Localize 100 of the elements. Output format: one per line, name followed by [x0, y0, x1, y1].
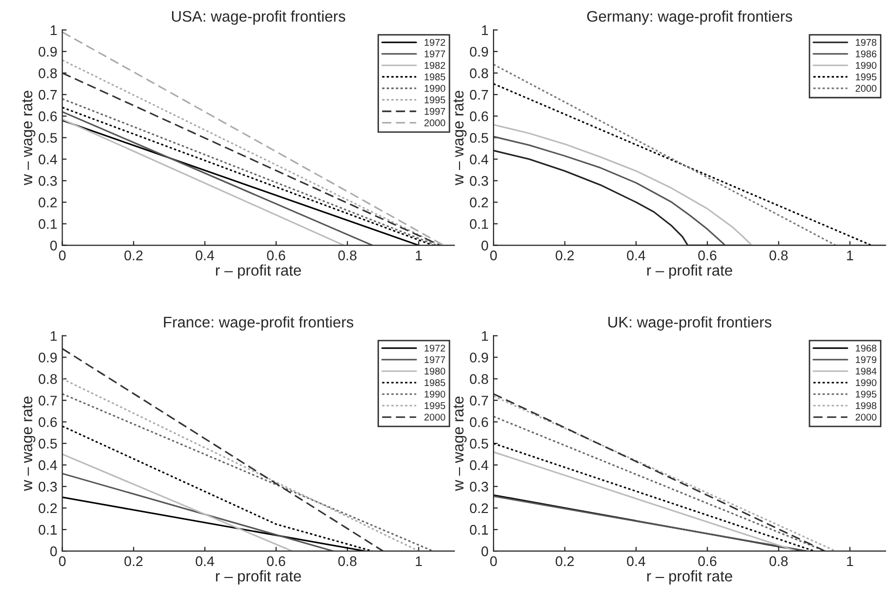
x-tick-label: 0.8 — [770, 556, 788, 566]
x-tick-label: 0.6 — [698, 250, 716, 260]
x-tick-label: 0.6 — [267, 250, 286, 260]
x-tick-label: 0 — [58, 556, 66, 566]
legend-label: 1990 — [424, 84, 446, 92]
y-tick-label: 0.8 — [38, 374, 57, 384]
x-tick-label: 0 — [490, 250, 497, 260]
y-tick-label: 0.2 — [470, 198, 488, 208]
y-tick-label: 0.3 — [38, 176, 57, 186]
y-tick-label: 0.2 — [38, 503, 57, 514]
x-tick-label: 0.2 — [556, 250, 574, 260]
legend-label: 1985 — [424, 379, 446, 386]
y-axis-title: w – wage rate — [22, 90, 36, 186]
y-tick-label: 0.3 — [470, 176, 488, 186]
y-tick-label: 0.6 — [38, 111, 57, 122]
legend-label: 2000 — [856, 84, 876, 92]
x-tick-label: 0.4 — [626, 250, 646, 260]
legend-label: 1982 — [424, 62, 446, 69]
y-tick-label: 0.4 — [38, 460, 58, 470]
y-tick-label: 0.8 — [470, 68, 488, 78]
y-tick-label: 0.7 — [470, 90, 488, 100]
legend-label: 1985 — [424, 73, 446, 80]
y-tick-label: 1 — [50, 25, 57, 35]
legend-label: 2000 — [424, 414, 446, 421]
x-axis-title: r – profit rate — [216, 264, 301, 279]
y-tick-label: 0.9 — [470, 46, 488, 57]
legend-label: 1977 — [424, 356, 446, 364]
legend-label: 1978 — [856, 38, 876, 46]
legend-label: 1995 — [424, 96, 446, 104]
chart-title: USA: wage-profit frontiers — [172, 10, 346, 25]
y-tick-label: 0.4 — [470, 460, 488, 470]
y-tick-label: 0.8 — [38, 68, 57, 78]
x-tick-label: 0.4 — [626, 556, 646, 566]
legend-label: 2000 — [424, 119, 446, 126]
legend-label: 1968 — [856, 344, 876, 352]
y-tick-label: 1 — [50, 331, 57, 341]
y-tick-label: 0.6 — [470, 111, 488, 122]
y-tick-label: 0.5 — [38, 132, 57, 143]
y-tick-label: 1 — [482, 25, 488, 35]
x-tick-label: 0.4 — [196, 250, 214, 260]
x-tick-label: 0.4 — [196, 556, 214, 566]
y-tick-label: 0.3 — [470, 482, 488, 492]
x-tick-label: 0 — [58, 250, 66, 260]
y-tick-label: 0 — [50, 240, 57, 250]
y-axis-title: w – wage rate — [22, 396, 36, 491]
y-tick-label: 0 — [50, 546, 57, 556]
chart-title: Germany: wage-profit frontiers — [587, 10, 792, 25]
legend-label: 1979 — [856, 356, 876, 364]
legend-label: 1995 — [856, 390, 876, 398]
legend-label: 1990 — [424, 390, 446, 398]
x-tick-label: 0.8 — [770, 250, 788, 260]
y-tick-label: 0.1 — [470, 219, 488, 229]
legend-label: 1990 — [856, 62, 876, 69]
y-tick-label: 0.1 — [38, 219, 57, 229]
y-tick-label: 0.2 — [470, 503, 488, 514]
x-tick-label: 0.2 — [124, 556, 143, 566]
x-tick-label: 1 — [416, 556, 422, 566]
y-tick-label: 0.7 — [38, 90, 57, 100]
y-tick-label: 0.9 — [38, 352, 57, 362]
x-tick-label: 0.6 — [698, 556, 716, 566]
x-tick-label: 1 — [847, 556, 854, 566]
legend-label: 1986 — [856, 50, 876, 58]
y-tick-label: 0.5 — [470, 132, 488, 143]
y-axis-title: w – wage rate — [454, 396, 467, 491]
legend-label: 1984 — [856, 368, 877, 375]
legend-label: 1995 — [424, 402, 446, 410]
x-tick-label: 0.2 — [556, 556, 574, 566]
y-tick-label: 0.9 — [38, 46, 57, 57]
y-tick-label: 0.4 — [38, 154, 58, 164]
y-tick-label: 1 — [482, 331, 488, 341]
chart-title: UK: wage-profit frontiers — [608, 316, 772, 331]
chart-title: France: wage-profit frontiers — [164, 316, 354, 331]
y-tick-label: 0 — [481, 546, 488, 556]
y-tick-label: 0.2 — [38, 198, 57, 208]
x-axis-title: r – profit rate — [647, 264, 732, 279]
legend-label: 1972 — [424, 344, 446, 352]
y-tick-label: 0.1 — [38, 524, 57, 535]
x-tick-label: 0.8 — [338, 556, 356, 566]
y-tick-label: 0.3 — [38, 482, 57, 492]
y-tick-label: 0.4 — [470, 154, 488, 164]
y-tick-label: 0.7 — [38, 396, 57, 406]
y-tick-label: 0.5 — [470, 438, 488, 449]
x-tick-label: 0 — [490, 556, 497, 566]
legend-label: 1977 — [424, 50, 446, 58]
y-tick-label: 0.7 — [470, 396, 488, 406]
y-tick-label: 0.5 — [38, 438, 57, 449]
legend-label: 1998 — [856, 402, 876, 410]
y-axis-title: w – wage rate — [454, 90, 467, 186]
x-axis-title: r – profit rate — [216, 570, 301, 585]
y-tick-label: 0.6 — [38, 417, 57, 428]
legend-label: 1990 — [856, 379, 876, 386]
x-tick-label: 0.6 — [267, 556, 286, 566]
legend-label: 2000 — [856, 414, 876, 421]
x-tick-label: 0.2 — [124, 250, 143, 260]
legend-label: 1995 — [856, 73, 876, 80]
y-tick-label: 0.6 — [470, 417, 488, 428]
legend-label: 1980 — [424, 368, 446, 375]
x-tick-label: 1 — [416, 250, 422, 260]
y-tick-label: 0.9 — [470, 352, 488, 362]
x-tick-label: 1 — [847, 250, 854, 260]
